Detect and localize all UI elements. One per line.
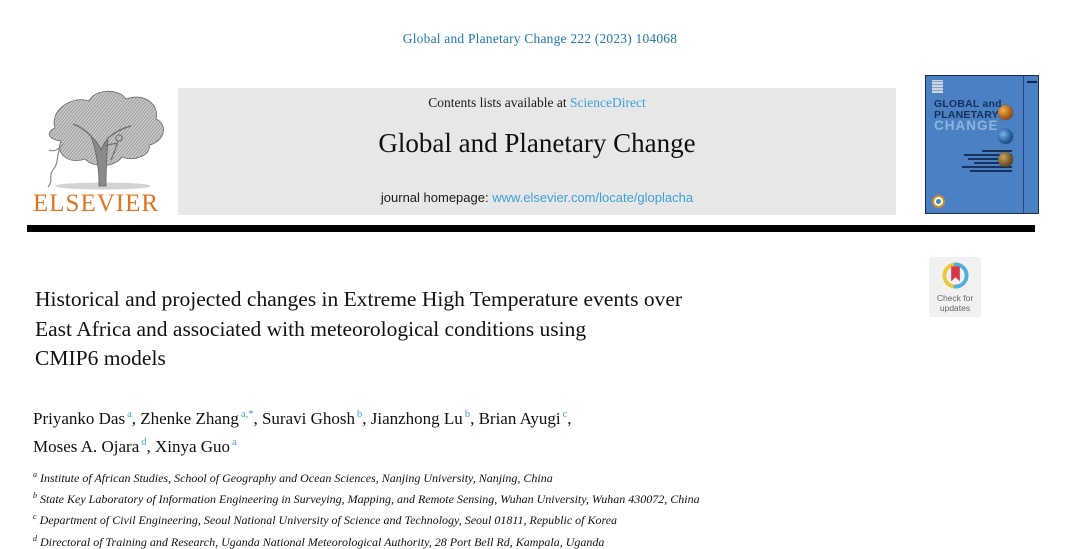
crossmark-label-line1: Check for [936, 293, 974, 303]
affiliation-marker: c [33, 512, 37, 522]
article-title: Historical and projected changes in Extr… [35, 285, 915, 374]
sciencedirect-link[interactable]: ScienceDirect [570, 95, 646, 110]
author-line2: Moses A. Ojara d, Xinya Guo a [33, 431, 813, 459]
cover-globe-icon [998, 105, 1013, 120]
author: Jianzhong Lu b, [370, 408, 479, 428]
author: Brian Ayugi c, [478, 408, 572, 428]
article-title-line1: Historical and projected changes in Extr… [35, 287, 683, 311]
affiliation-row: d Directoral of Training and Research, Ug… [33, 530, 1033, 549]
homepage-prefix: journal homepage: [380, 190, 493, 205]
affiliation-text: State Key Laboratory of Information Engi… [40, 492, 700, 507]
article-title-line2: East Africa and associated with meteorol… [35, 316, 587, 341]
affiliation-text: Department of Civil Engineering, Seoul N… [39, 513, 618, 528]
author: Moses A. Ojara d, [33, 436, 155, 456]
cover-issn-text [1027, 81, 1037, 83]
author-affiliation-sup: a [232, 437, 237, 449]
affiliation-row: b State Key Laboratory of Information Eng… [33, 487, 1033, 508]
affiliation-marker: b [33, 491, 37, 501]
affiliation-text: Directoral of Training and Research, Uga… [40, 534, 605, 549]
elsevier-logo: ELSEVIER [33, 86, 175, 218]
contents-line: Contents lists available at ScienceDirec… [178, 95, 896, 111]
elsevier-tree-icon [33, 86, 175, 192]
elsevier-wordmark: ELSEVIER [33, 190, 160, 217]
article-title-line3: CMIP6 models [35, 346, 166, 370]
contents-prefix: Contents lists available at [428, 95, 570, 110]
check-for-updates-badge[interactable]: Check for updates [929, 257, 981, 317]
affiliation-list: a Institute of African Studies, School of… [33, 466, 1033, 549]
author-affiliation-sup: b [356, 409, 363, 420]
author: Xinya Guo a [154, 436, 237, 456]
affiliation-row: c Department of Civil Engineering, Seoul … [33, 508, 1033, 529]
author: Priyanko Das a, [33, 408, 141, 428]
author-affiliation-sup: a [127, 409, 132, 420]
cover-publisher-mark-icon [932, 80, 943, 93]
author-affiliation-sup: b [464, 409, 471, 420]
affiliation-text: Institute of African Studies, School of … [40, 471, 553, 485]
author: Zhenke Zhang a,*, [140, 408, 262, 428]
crossmark-label-line2: updates [939, 302, 971, 313]
author-affiliation-sup: d [141, 437, 147, 449]
journal-cover-thumbnail: GLOBAL and PLANETARY CHANGE [925, 75, 1039, 214]
cover-title: GLOBAL and PLANETARY CHANGE [934, 99, 1020, 132]
masthead-banner: Contents lists available at ScienceDirec… [178, 88, 896, 215]
cover-title-line2: PLANETARY [934, 108, 999, 121]
journal-title: Global and Planetary Change [378, 128, 696, 158]
author-list: Priyanko Das a, Zhenke Zhang a,*, Suravi G… [33, 403, 813, 459]
affiliation-marker: a [33, 470, 37, 479]
affiliation-marker: d [33, 533, 37, 543]
masthead-rule [27, 225, 1035, 232]
homepage-url-link[interactable]: www.elsevier.com/locate/gloplacha [492, 190, 694, 205]
cover-society-logo-icon [932, 195, 945, 208]
cover-title-line1: GLOBAL and [934, 98, 1002, 110]
affiliation-row: a Institute of African Studies, School of… [33, 466, 1033, 487]
journal-citation: Global and Planetary Change 222 (2023) 1… [402, 31, 678, 46]
cover-globe-icon [998, 129, 1013, 144]
cover-divider [1023, 76, 1024, 213]
author: Suravi Ghosh b, [261, 408, 371, 428]
cover-title-line3: CHANGE [934, 118, 999, 133]
author-line1: Priyanko Das a, Zhenke Zhang a,*, Suravi G… [33, 403, 813, 431]
crossmark-icon [942, 262, 969, 293]
cover-globe-icon [998, 152, 1013, 167]
author-affiliation-sup: a,* [240, 409, 254, 420]
cover-editors-text [956, 150, 1012, 174]
author-affiliation-sup: c [562, 409, 568, 420]
homepage-line: journal homepage: www.elsevier.com/locat… [178, 190, 896, 205]
